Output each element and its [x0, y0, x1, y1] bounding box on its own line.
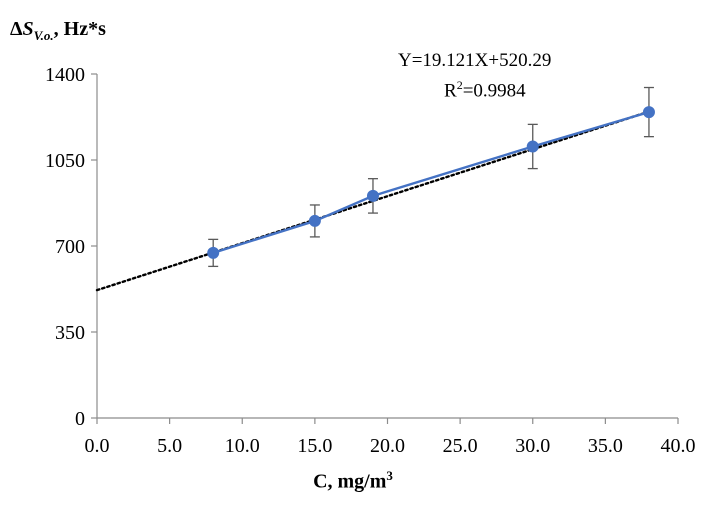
axes: [91, 73, 679, 424]
x-axis-title: C, mg/m3: [0, 468, 706, 494]
series-group: [207, 106, 655, 259]
y-axis-title-suffix: , Hz*s: [53, 18, 106, 40]
r-squared-value: =0.9984: [462, 80, 526, 102]
x-tick-label: 0.0: [85, 435, 110, 457]
x-tick-label: 20.0: [370, 435, 405, 457]
data-point: [308, 214, 321, 227]
y-axis-title: ΔSV.o., Hz*s: [10, 18, 106, 44]
x-axis-title-superscript: 3: [386, 468, 393, 483]
x-tick-label: 25.0: [443, 435, 478, 457]
y-axis-title-symbol: S: [22, 18, 34, 40]
r-squared-prefix: R: [444, 80, 457, 102]
data-point: [642, 106, 655, 119]
y-tick-label: 1400: [45, 64, 85, 86]
y-tick-label: 350: [55, 322, 85, 344]
x-tick-label: 5.0: [157, 435, 182, 457]
trendline-group: [95, 110, 651, 292]
x-tick-label: 10.0: [225, 435, 260, 457]
trendline: [95, 110, 651, 292]
x-tick-label: 30.0: [515, 435, 550, 457]
r-squared-label: R2=0.9984: [444, 78, 526, 102]
data-point: [526, 140, 539, 153]
x-axis-title-text: C, mg/m: [313, 470, 387, 493]
data-point: [366, 189, 379, 202]
y-axis-title-subscript: V.o.: [33, 28, 54, 43]
y-tick-label: 700: [55, 236, 85, 258]
r-squared-sup: 2: [456, 78, 463, 92]
y-axis-title-prefix: Δ: [10, 18, 23, 40]
tick-labels-group: 0 350 700 1050 1400 0.0 5.0 10.0 15.0 20.0 25.0 30.…: [45, 64, 696, 457]
y-tick-label: 1050: [45, 150, 85, 172]
regression-equation: Y=19.121X+520.29: [398, 50, 552, 71]
x-tick-label: 15.0: [297, 435, 332, 457]
y-tick-label: 0: [75, 408, 85, 430]
x-tick-label: 40.0: [661, 435, 696, 457]
data-point: [207, 246, 220, 259]
x-tick-label: 35.0: [588, 435, 623, 457]
